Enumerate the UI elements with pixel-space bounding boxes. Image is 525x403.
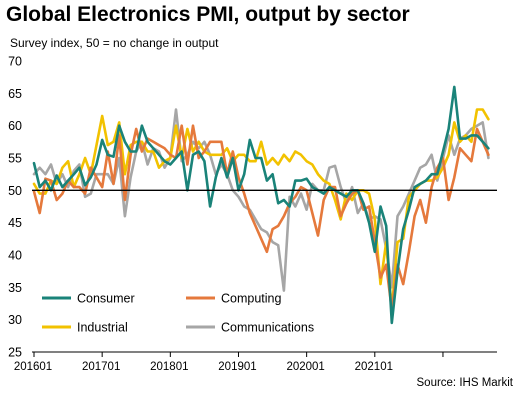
y-tick-label: 50 — [8, 184, 22, 198]
series-lines — [32, 85, 490, 325]
legend: Consumer Computing Industrial Communication… — [42, 292, 314, 335]
series-line-consumer — [32, 85, 490, 325]
y-tick-label: 60 — [8, 119, 22, 133]
series-line-communications — [32, 108, 490, 292]
legend-label-industrial: Industrial — [77, 321, 128, 335]
x-tick-label: 202001 — [286, 361, 324, 373]
y-axis-ticks: 25 30 35 40 45 50 55 60 65 70 — [8, 55, 22, 360]
chart-subtitle: Survey index, 50 = no change in output — [10, 36, 219, 50]
y-tick-label: 35 — [8, 281, 22, 295]
series-line-computing — [32, 124, 490, 312]
y-tick-label: 40 — [8, 249, 22, 263]
y-tick-label: 25 — [8, 346, 22, 360]
x-tick-label: 201601 — [14, 361, 52, 373]
x-tick-label: 201901 — [218, 361, 256, 373]
legend-label-consumer: Consumer — [77, 292, 135, 306]
y-tick-label: 65 — [8, 87, 22, 101]
y-tick-label: 30 — [8, 313, 22, 327]
y-tick-label: 70 — [8, 55, 22, 69]
source-note: Source: IHS Markit — [416, 377, 514, 389]
x-axis: 201601 201701 201801 201901 202001 202101 — [14, 351, 497, 373]
legend-label-communications: Communications — [221, 321, 314, 335]
chart-title: Global Electronics PMI, output by sector — [6, 3, 410, 26]
legend-label-computing: Computing — [221, 292, 281, 306]
x-tick-label: 201801 — [150, 361, 188, 373]
x-tick-label: 201701 — [82, 361, 120, 373]
y-tick-label: 55 — [8, 152, 22, 166]
y-tick-label: 45 — [8, 216, 22, 230]
x-tick-label: 202101 — [355, 361, 393, 373]
